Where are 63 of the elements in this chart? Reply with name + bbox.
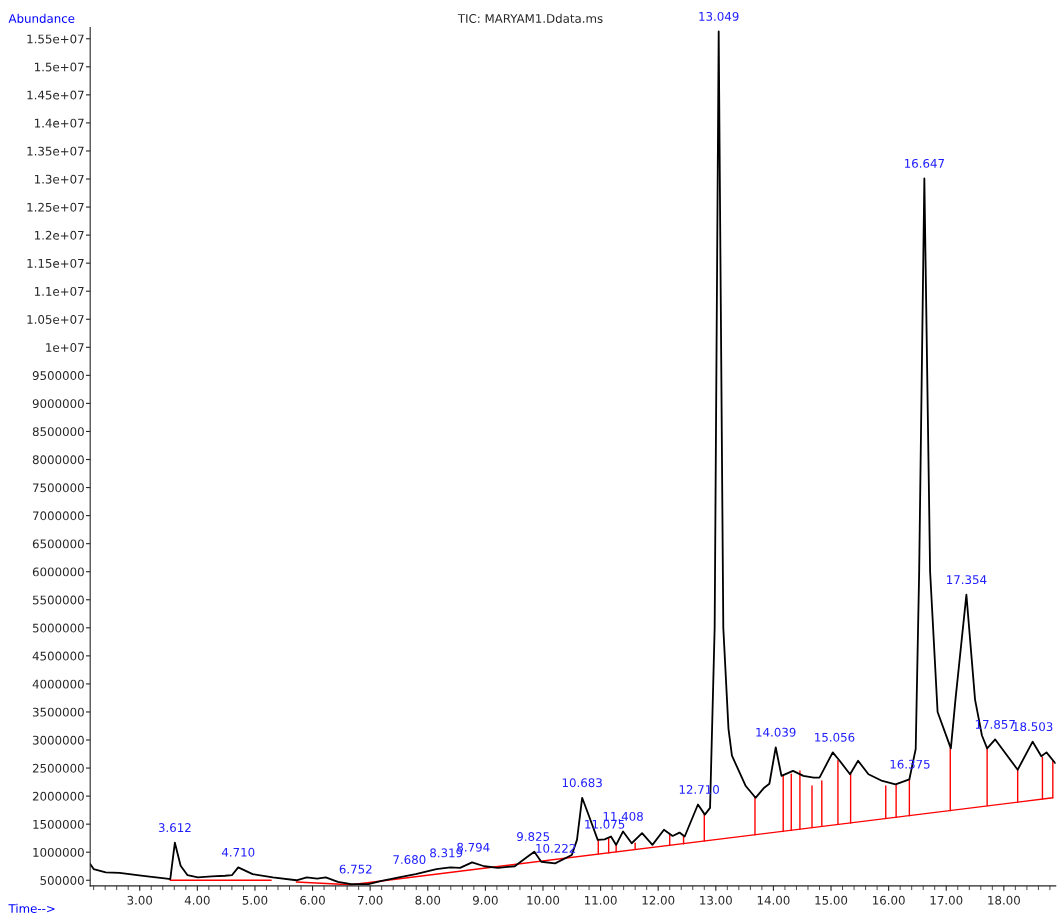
annotation: 7.680 — [393, 855, 426, 865]
y-tick-label: 1500000 — [33, 819, 84, 829]
y-tick-label: 500000 — [40, 875, 84, 885]
annotation: 16.647 — [904, 158, 944, 168]
annotation: 17.354 — [947, 575, 987, 585]
y-tick-label: 1000000 — [33, 847, 84, 857]
annotation: 13.049 — [699, 11, 739, 21]
x-tick-label: 13.00 — [700, 895, 732, 905]
x-tick-label: 6.00 — [300, 895, 325, 905]
x-tick-label: 3.00 — [127, 895, 153, 905]
y-tick-label: 8500000 — [32, 427, 84, 437]
y-axis-title: Abundance — [8, 13, 75, 23]
y-tick-label: 4000000 — [32, 679, 84, 689]
chart-title: TIC: MARYAM1.Ddata.ms — [457, 13, 603, 23]
y-tick-label: 7000000 — [33, 511, 84, 521]
y-tick-label: 1.05e+07 — [27, 314, 84, 324]
y-tick-label: 1.35e+07 — [27, 146, 84, 156]
x-tick-label: 11.00 — [584, 895, 617, 905]
y-tick-label: 9500000 — [32, 371, 84, 381]
x-tick-label: 14.00 — [757, 895, 790, 905]
annotation: 4.710 — [221, 847, 255, 857]
x-tick-label: 8.00 — [415, 895, 441, 905]
x-tick-label: 17.00 — [930, 895, 963, 905]
y-tick-label: 7500000 — [33, 483, 84, 493]
x-tick-label: 12.00 — [642, 895, 675, 905]
annotation: 14.039 — [756, 727, 796, 737]
y-tick-label: 1.5e+07 — [34, 62, 84, 72]
y-tick-label: 1.4e+07 — [34, 118, 84, 128]
y-tick-label: 1.45e+07 — [27, 90, 84, 100]
y-tick-label: 5000000 — [32, 623, 84, 633]
x-tick-label: 9.00 — [472, 895, 498, 905]
y-tick-label: 3500000 — [32, 707, 84, 717]
x-axis-title: Time--> — [8, 903, 55, 913]
y-tick-label: 1.3e+07 — [34, 174, 84, 184]
y-tick-label: 1.15e+07 — [27, 258, 84, 268]
annotation: 18.503 — [1013, 722, 1053, 732]
annotation: 10.683 — [562, 778, 602, 788]
y-tick-label: 6500000 — [32, 539, 84, 549]
y-tick-label: 1.25e+07 — [27, 202, 84, 212]
y-tick-label: 1e+07 — [46, 343, 84, 352]
y-tick-label: 4500000 — [32, 651, 84, 661]
annotation: 15.056 — [815, 732, 855, 742]
y-tick-label: 6000000 — [32, 567, 84, 577]
y-tick-label: 5500000 — [32, 595, 84, 605]
y-tick-label: 8000000 — [32, 455, 84, 465]
x-tick-label: 18.00 — [988, 895, 1020, 905]
annotation: 9.825 — [517, 832, 550, 842]
annotation: 3.612 — [158, 823, 191, 833]
y-tick-label: 1.55e+07 — [27, 34, 84, 44]
x-tick-label: 7.00 — [357, 895, 383, 905]
x-tick-label: 10.00 — [527, 895, 560, 905]
y-tick-label: 1.1e+07 — [34, 286, 84, 296]
x-tick-label: 5.00 — [242, 895, 268, 905]
x-tick-label: 15.00 — [815, 895, 848, 905]
y-tick-label: 1.2e+07 — [34, 230, 84, 240]
annotation: 11.408 — [603, 811, 643, 821]
y-tick-label: 9000000 — [32, 399, 84, 409]
y-tick-label: 2000000 — [32, 791, 84, 801]
annotation: 6.752 — [339, 864, 372, 874]
y-tick-label: 3000000 — [32, 735, 84, 745]
y-tick-label: 2500000 — [32, 763, 84, 773]
x-tick-label: 16.00 — [873, 895, 905, 905]
x-tick-label: 4.00 — [184, 895, 210, 905]
